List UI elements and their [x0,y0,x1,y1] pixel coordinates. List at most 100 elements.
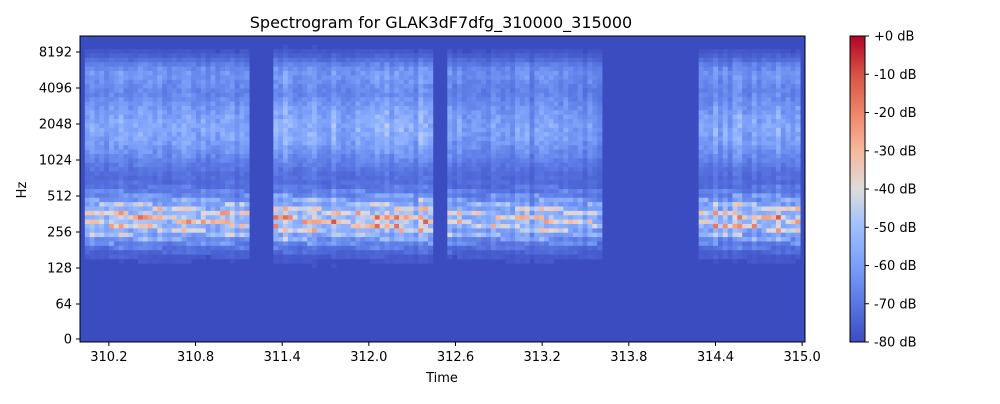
spectrogram-cell [380,58,385,63]
spectrogram-cell [119,145,124,150]
spectrogram-cell [491,154,496,159]
spectrogram-cell [346,128,351,133]
spectrogram-cell [496,102,501,107]
spectrogram-cell [346,115,351,120]
spectrogram-cell [327,128,332,133]
spectrogram-cell [336,115,341,120]
spectrogram-cell [230,106,235,111]
spectrogram-cell [467,202,472,207]
spectrogram-cell [592,75,597,80]
spectrogram-cell [317,106,322,111]
spectrogram-cell [331,49,336,54]
spectrogram-cell [104,250,109,255]
spectrogram-cell [592,145,597,150]
spectrogram-cell [496,154,501,159]
spectrogram-cell [708,58,713,63]
spectrogram-cell [298,198,303,203]
spectrogram-cell [124,119,129,124]
spectrogram-cell [467,158,472,163]
spectrogram-cell [360,93,365,98]
spectrogram-cell [568,189,573,194]
spectrogram-cell [404,132,409,137]
spectrogram-cell [592,237,597,242]
spectrogram-cell [583,75,588,80]
spectrogram-cell [327,123,332,128]
spectrogram-cell [211,97,216,102]
spectrogram-cell [148,163,153,168]
spectrogram-cell [273,193,278,198]
spectrogram-cell [588,198,593,203]
spectrogram-cell [244,88,249,93]
spectrogram-cell [336,49,341,54]
spectrogram-cell [119,172,124,177]
spectrogram-cell [563,237,568,242]
spectrogram-cell [573,53,578,58]
spectrogram-cell [365,88,370,93]
spectrogram-cell [186,132,191,137]
spectrogram-cell [539,154,544,159]
spectrogram-cell [404,198,409,203]
spectrogram-cell [133,97,138,102]
spectrogram-cell [578,71,583,76]
spectrogram-cell [713,176,718,181]
spectrogram-cell [394,58,399,63]
spectrogram-cell [157,255,162,260]
spectrogram-cell [515,88,520,93]
spectrogram-cell [95,220,100,225]
spectrogram-cell [525,233,530,238]
spectrogram-cell [530,132,535,137]
spectrogram-cell [414,141,419,146]
spectrogram-cell [409,180,414,185]
spectrogram-cell [288,246,293,251]
spectrogram-cell [365,176,370,181]
spectrogram-cell [394,145,399,150]
spectrogram-cell [346,145,351,150]
spectrogram-cell [302,189,307,194]
spectrogram-cell [583,172,588,177]
spectrogram-cell [172,211,177,216]
spectrogram-cell [244,71,249,76]
spectrogram-cell [375,132,380,137]
spectrogram-cell [206,62,211,67]
spectrogram-cell [143,58,148,63]
spectrogram-cell [128,211,133,216]
spectrogram-cell [515,154,520,159]
spectrogram-cell [510,137,515,142]
spectrogram-cell [293,145,298,150]
spectrogram-cell [201,71,206,76]
spectrogram-cell [578,246,583,251]
spectrogram-cell [346,106,351,111]
spectrogram-cell [153,141,158,146]
spectrogram-cell [375,255,380,260]
spectrogram-cell [592,172,597,177]
spectrogram-cell [375,180,380,185]
spectrogram-cell [283,154,288,159]
spectrogram-cell [486,115,491,120]
spectrogram-cell [302,119,307,124]
spectrogram-cell [414,53,419,58]
spectrogram-cell [119,228,124,233]
spectrogram-cell [501,137,506,142]
spectrogram-cell [220,241,225,246]
spectrogram-cell [157,137,162,142]
spectrogram-cell [278,106,283,111]
spectrogram-cell [109,67,114,72]
spectrogram-cell [472,237,477,242]
spectrogram-cell [462,215,467,220]
spectrogram-cell [481,62,486,67]
spectrogram-cell [273,246,278,251]
spectrogram-cell [380,215,385,220]
spectrogram-cell [312,185,317,190]
spectrogram-cell [505,241,510,246]
spectrogram-cell [220,185,225,190]
spectrogram-cell [559,158,564,163]
spectrogram-cell [331,224,336,229]
spectrogram-cell [201,250,206,255]
spectrogram-cell [573,141,578,146]
spectrogram-cell [331,150,336,155]
spectrogram-cell [172,145,177,150]
spectrogram-cell [138,220,143,225]
spectrogram-cell [404,224,409,229]
spectrogram-cell [530,198,535,203]
spectrogram-cell [167,80,172,85]
